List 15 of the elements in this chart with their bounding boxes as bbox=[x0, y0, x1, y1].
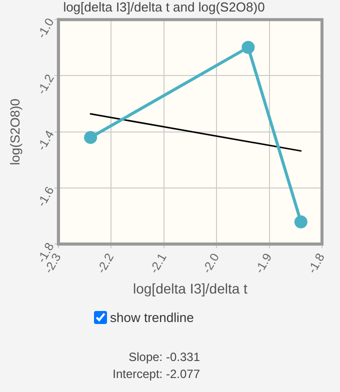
x-tick-label: -1.8 bbox=[305, 250, 328, 276]
x-axis-title: log[delta I3]/delta t bbox=[132, 280, 248, 296]
y-tick-label: -1.6 bbox=[34, 184, 58, 210]
y-tick-label: -1.0 bbox=[34, 15, 58, 41]
text: Slope: -0.331 bbox=[128, 350, 200, 364]
y-tick-label: -1.4 bbox=[34, 128, 58, 153]
x-tick-label: -2.1 bbox=[146, 250, 170, 276]
x-tick-label: -2.0 bbox=[200, 250, 222, 276]
show-trendline-checkbox[interactable]: show trendline bbox=[94, 310, 194, 325]
x-tick-label: -2.2 bbox=[94, 250, 117, 276]
y-tick-label: -1.2 bbox=[34, 72, 58, 97]
x-tick-label: -1.9 bbox=[252, 250, 275, 276]
text: Intercept: -2.077 bbox=[112, 367, 200, 381]
chart-title: log[delta I3]/delta t and log(S2O8)0 bbox=[63, 0, 265, 14]
y-axis-title: log(S2O8)0 bbox=[7, 98, 22, 166]
